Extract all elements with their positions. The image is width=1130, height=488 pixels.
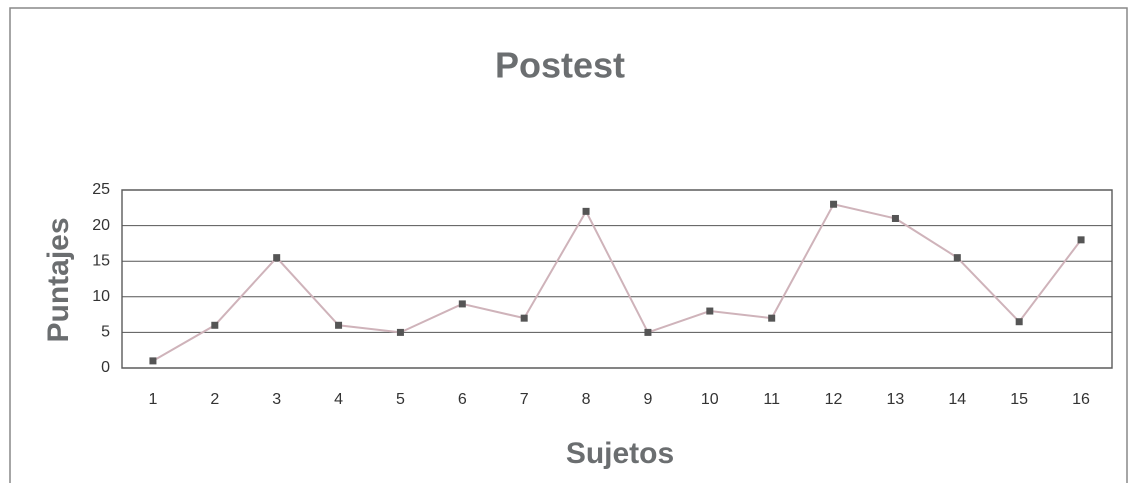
marker bbox=[396, 328, 404, 336]
x-tick-label: 9 bbox=[643, 391, 652, 408]
marker bbox=[768, 314, 776, 322]
x-tick-label: 1 bbox=[148, 391, 157, 408]
y-tick-label: 10 bbox=[92, 288, 110, 305]
marker bbox=[520, 314, 528, 322]
x-tick-label: 12 bbox=[825, 391, 843, 408]
x-tick-label: 6 bbox=[458, 391, 467, 408]
y-tick-label: 15 bbox=[92, 252, 110, 269]
x-tick-label: 4 bbox=[334, 391, 343, 408]
x-tick-label: 8 bbox=[582, 391, 591, 408]
marker bbox=[1015, 318, 1023, 326]
marker bbox=[830, 200, 838, 208]
x-tick-label: 16 bbox=[1072, 391, 1090, 408]
x-tick-label: 10 bbox=[701, 391, 719, 408]
marker bbox=[706, 307, 714, 315]
marker bbox=[1077, 236, 1085, 244]
x-tick-label: 15 bbox=[1010, 391, 1028, 408]
marker bbox=[644, 328, 652, 336]
y-tick-label: 5 bbox=[101, 324, 110, 341]
marker bbox=[273, 254, 281, 262]
line bbox=[152, 203, 1082, 362]
marker bbox=[891, 214, 899, 222]
x-tick-label: 11 bbox=[763, 391, 780, 408]
y-tick-label: 20 bbox=[92, 217, 110, 234]
y-axis-label: Puntajes bbox=[42, 217, 75, 342]
marker bbox=[335, 321, 343, 329]
marker bbox=[458, 300, 466, 308]
marker bbox=[953, 254, 961, 262]
marker bbox=[582, 207, 590, 215]
x-tick-label: 13 bbox=[887, 391, 905, 408]
x-tick-label: 2 bbox=[210, 391, 219, 408]
marker bbox=[149, 357, 157, 365]
x-tick-label: 7 bbox=[520, 391, 529, 408]
x-axis-label: Sujetos bbox=[566, 437, 674, 470]
x-tick-label: 14 bbox=[948, 391, 966, 408]
chart-title: Postest bbox=[495, 45, 625, 86]
x-tick-label: 5 bbox=[396, 391, 405, 408]
marker bbox=[211, 321, 219, 329]
y-tick-label: 0 bbox=[101, 359, 110, 376]
x-tick-label: 3 bbox=[272, 391, 281, 408]
y-tick-label: 25 bbox=[92, 181, 110, 198]
